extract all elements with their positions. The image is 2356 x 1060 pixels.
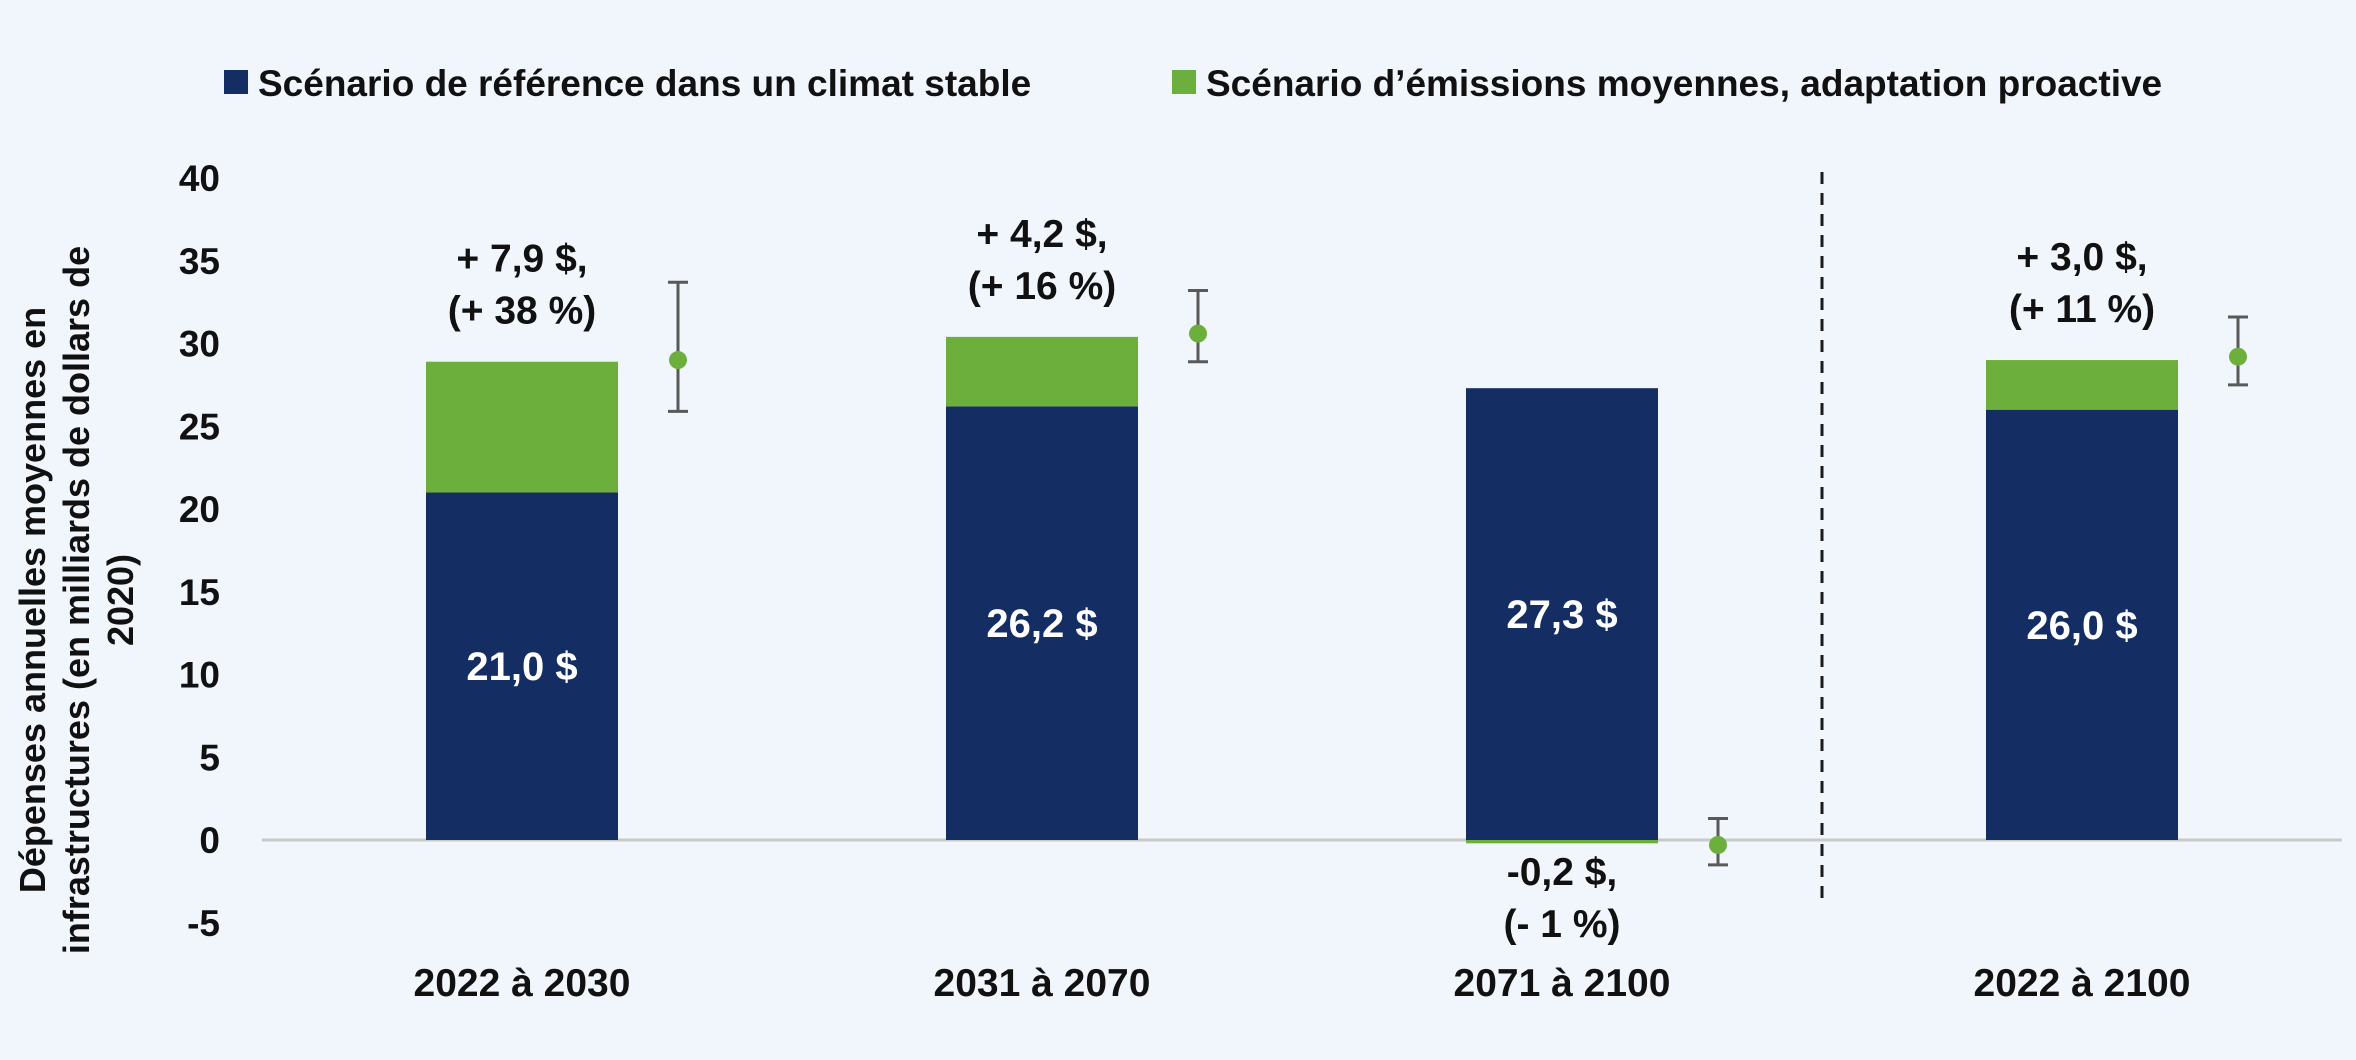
y-tick-label: 40: [179, 158, 220, 199]
error-bars: [668, 280, 2248, 867]
data-label-reference-2: 26,2 $: [986, 602, 1097, 646]
error-marker-3: [1709, 835, 1727, 854]
data-label-increment-1-line-2: (+ 38 %): [448, 290, 596, 333]
y-tick-label: 10: [179, 655, 220, 696]
legend-swatch-proactive: [1172, 70, 1196, 94]
x-tick-label-1: 2022 à 2030: [414, 962, 631, 1005]
data-label-reference-1: 21,0 $: [466, 645, 577, 689]
data-label-increment-4-line-2: (+ 11 %): [2009, 288, 2155, 331]
y-axis-title-line-2: infrastructures (en milliards de dollars…: [56, 246, 97, 954]
error-marker-1: [669, 351, 687, 370]
y-axis-title-line-3: 2020): [100, 554, 141, 646]
x-tick-label-3: 2071 à 2100: [1454, 962, 1671, 1005]
data-label-increment-1-line-1: + 7,9 $,: [456, 238, 587, 281]
bar-increment-2: [946, 336, 1138, 407]
bar-reference-1: [426, 492, 618, 840]
y-axis-ticks: 40 35 30 25 20 15 10 5 0 -5: [179, 158, 220, 944]
bar-increment-4: [1986, 360, 2178, 410]
legend-label-proactive: Scénario d’émissions moyennes, adaptatio…: [1206, 63, 2162, 104]
bar-reference-4: [1986, 409, 2178, 840]
y-axis-title-line-1: Dépenses annuelles moyennes en: [12, 307, 53, 893]
data-label-increment-3-line-2: (- 1 %): [1504, 903, 1621, 946]
data-label-reference-3: 27,3 $: [1506, 593, 1617, 637]
y-tick-label: 20: [179, 489, 220, 530]
bar-reference-3: [1466, 388, 1658, 840]
legend-label-reference: Scénario de référence dans un climat sta…: [258, 63, 1031, 104]
error-marker-2: [1189, 324, 1207, 343]
data-label-increment-3-line-1: -0,2 $,: [1507, 851, 1618, 894]
legend: Scénario de référence dans un climat sta…: [224, 63, 2162, 104]
bar-increment-3: [1466, 840, 1658, 844]
x-tick-label-4: 2022 à 2100: [1974, 962, 2191, 1005]
x-axis-ticks: 2022 à 2030 2031 à 2070 2071 à 2100 2022 à …: [414, 962, 2191, 1005]
y-tick-label: 30: [179, 324, 220, 365]
y-tick-label: 35: [179, 241, 220, 282]
y-tick-label: -5: [187, 903, 220, 944]
data-labels: 21,0 $ + 7,9 $, (+ 38 %) 26,2 $ + 4,2 $, (+ 1…: [448, 213, 2155, 946]
y-tick-label: 5: [199, 737, 220, 778]
y-axis-title: Dépenses annuelles moyennes en infrastru…: [12, 246, 141, 954]
x-tick-label-2: 2031 à 2070: [934, 962, 1151, 1005]
legend-swatch-reference: [224, 70, 248, 94]
bar-reference-2: [946, 406, 1138, 840]
y-tick-label: 25: [179, 406, 220, 447]
error-marker-4: [2229, 347, 2247, 366]
data-label-reference-4: 26,0 $: [2026, 604, 2137, 648]
data-label-increment-2-line-2: (+ 16 %): [968, 265, 1116, 308]
bar-increment-1: [426, 361, 618, 493]
data-label-increment-4-line-1: + 3,0 $,: [2016, 236, 2147, 279]
data-label-increment-2-line-1: + 4,2 $,: [976, 213, 1107, 256]
y-tick-label: 15: [179, 572, 220, 613]
bars: [426, 336, 2178, 844]
y-tick-label: 0: [199, 820, 220, 861]
